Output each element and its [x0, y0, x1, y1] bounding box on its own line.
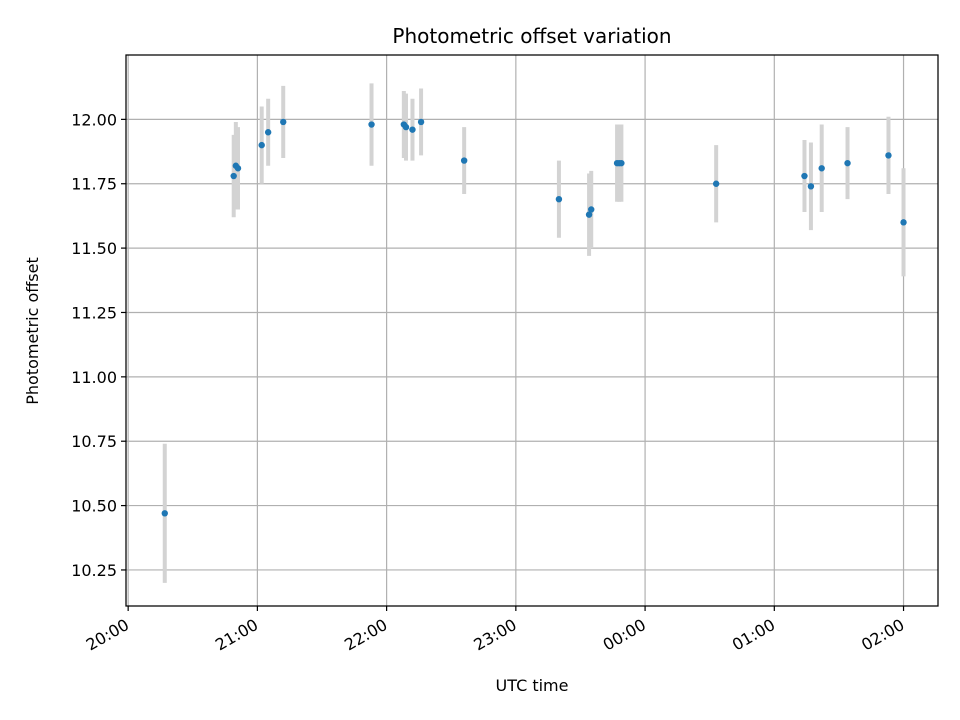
y-tick-label: 10.50: [71, 497, 117, 516]
data-point: [900, 219, 907, 226]
data-point: [161, 510, 168, 517]
data-point: [402, 123, 410, 131]
y-tick-label: 10.25: [71, 561, 117, 580]
data-point: [818, 165, 825, 172]
data-point: [712, 180, 720, 187]
y-axis-ticks: 10.25 10.50 10.75 11.00 11.25 11.50 11.75 12.00: [71, 110, 126, 580]
plot-frame: [125, 54, 939, 607]
data-point: [234, 165, 242, 172]
y-axis-title: Photometric offset: [23, 257, 42, 405]
y-tick-label: 11.75: [71, 175, 117, 194]
data-point: [460, 157, 468, 164]
x-axis-title: UTC time: [496, 676, 569, 695]
y-tick-label: 11.00: [71, 368, 117, 387]
data-point: [409, 126, 416, 133]
y-tick-label: 11.50: [71, 239, 117, 258]
y-tick-label: 10.75: [71, 432, 117, 451]
data-point: [555, 195, 563, 203]
data-point: [885, 152, 892, 159]
data-point: [417, 118, 425, 126]
data-point: [844, 159, 851, 167]
data-point: [801, 172, 808, 180]
data-point: [807, 183, 815, 190]
chart-title: Photometric offset variation: [392, 24, 671, 48]
data-point: [618, 159, 625, 167]
data-point: [230, 172, 237, 180]
data-point: [264, 129, 272, 136]
data-point: [585, 211, 593, 218]
data-point: [588, 206, 595, 213]
y-tick-label: 11.25: [71, 303, 117, 322]
data-point: [258, 141, 265, 149]
data-point: [368, 121, 375, 128]
data-points: [161, 118, 907, 517]
data-point: [280, 118, 287, 126]
y-tick-label: 12.00: [71, 110, 117, 129]
